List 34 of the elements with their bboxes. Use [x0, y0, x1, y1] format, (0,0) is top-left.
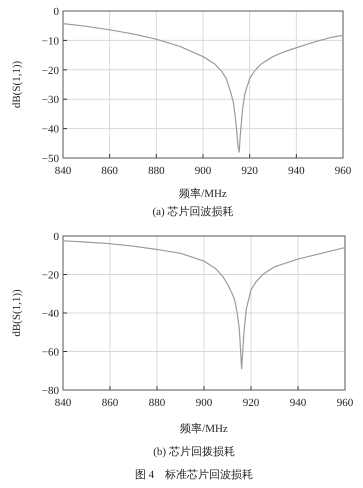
y-tick-label: −50: [42, 153, 60, 165]
line-series: [62, 240, 346, 370]
y-tick-label: −20: [42, 270, 60, 282]
line-series: [62, 23, 344, 153]
y-tick-label: −20: [42, 64, 60, 77]
x-tick-label: 840: [54, 165, 72, 177]
text: (b) 芯片回拨损耗: [153, 445, 235, 458]
x-tick-label: 880: [148, 165, 166, 177]
x-tick-label: 880: [148, 397, 166, 409]
x-tick-label: 900: [194, 165, 212, 177]
y-tick-label: 0: [54, 231, 60, 243]
x-tick-label: 920: [241, 165, 258, 177]
x-tick-label: 940: [290, 397, 307, 409]
y-tick-label: −80: [42, 385, 60, 397]
y-tick-label: −60: [42, 346, 60, 358]
x-tick-label: 840: [54, 397, 72, 409]
x-tick-label: 860: [102, 397, 119, 409]
y-axis-title: dB(S(1,1)): [11, 60, 23, 108]
x-axis-title: 频率/MHz: [180, 422, 228, 435]
y-tick-label: 0: [54, 6, 60, 18]
caption: 图 4 标准芯片回波损耗: [134, 468, 254, 481]
y-tick-label: −40: [42, 124, 60, 136]
x-tick-label: 900: [196, 397, 213, 409]
y-tick-label: −40: [42, 308, 60, 320]
x-tick-label: 960: [334, 165, 352, 177]
text: (a) 芯片回波损耗: [152, 205, 234, 218]
y-tick-label: −10: [42, 35, 60, 48]
y-tick-label: −30: [42, 94, 60, 106]
x-tick-label: 920: [242, 397, 260, 409]
y-axis-title: dB(S(1,1)): [11, 288, 23, 337]
x-axis-title: 频率/MHz: [179, 187, 227, 200]
x-tick-label: 960: [336, 397, 354, 409]
x-tick-label: 860: [101, 165, 118, 177]
x-tick-label: 940: [288, 165, 306, 177]
